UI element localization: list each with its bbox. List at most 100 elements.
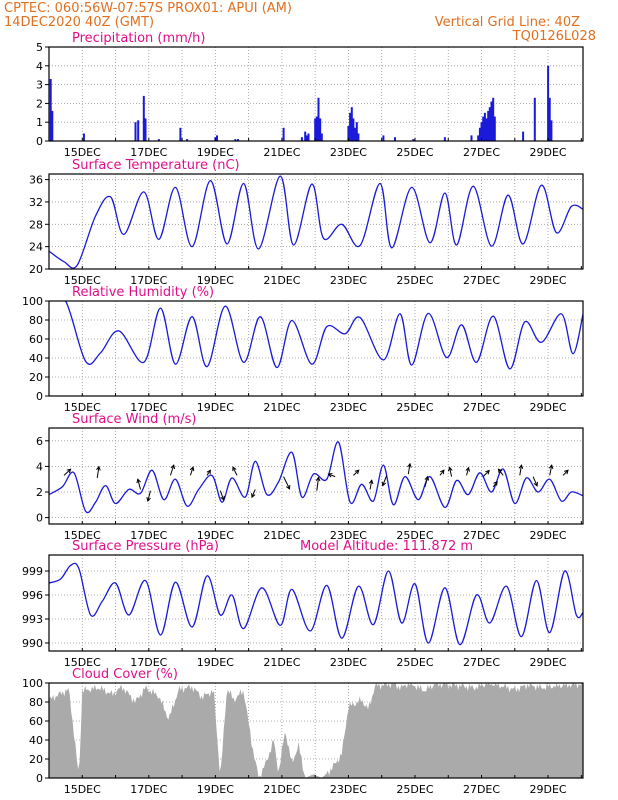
- wind-arrow: [465, 466, 471, 476]
- precip-bar: [493, 116, 496, 141]
- x-tick-label: 27DEC: [463, 656, 500, 669]
- wind-arrow: [562, 469, 569, 476]
- y-tick-label: 993: [22, 613, 43, 626]
- y-tick-label: 2: [36, 486, 43, 499]
- precip-bar: [477, 135, 480, 141]
- wind-arrow: [136, 478, 141, 490]
- precip-bar: [157, 139, 160, 141]
- x-tick-label: 21DEC: [263, 146, 300, 159]
- y-tick-label: 40: [29, 734, 43, 747]
- x-tick-label: 17DEC: [130, 146, 167, 159]
- precip-bar: [134, 122, 137, 141]
- wind-arrow: [532, 476, 538, 487]
- wind-arrow: [169, 464, 175, 476]
- precip-bar: [480, 122, 483, 141]
- precip-bar: [550, 120, 553, 141]
- wind-arrow: [251, 489, 256, 499]
- wind-arrow: [381, 475, 388, 487]
- x-tick-label: 15DEC: [64, 274, 101, 287]
- y-tick-label: 60: [29, 333, 43, 346]
- y-tick-label: 4: [36, 460, 43, 473]
- x-tick-label: 21DEC: [263, 401, 300, 414]
- precip-bar: [382, 135, 385, 141]
- x-tick-label: 23DEC: [330, 783, 367, 796]
- x-tick-label: 15DEC: [64, 529, 101, 542]
- x-tick-label: 23DEC: [330, 656, 367, 669]
- wind-arrow: [353, 469, 360, 476]
- x-tick-label: 17DEC: [130, 401, 167, 414]
- precip-bar: [51, 110, 54, 141]
- precip-bar: [490, 101, 493, 141]
- wind-arrow: [518, 464, 524, 476]
- precip-bar: [307, 133, 310, 141]
- precip-bar: [282, 127, 285, 141]
- x-tick-label: 15DEC: [64, 783, 101, 796]
- cloud-panel: 0 20 40 60 80 100 15DEC 17DEC 19DEC 21DEC 23DEC 25D…: [22, 667, 584, 796]
- precip-bar: [354, 127, 357, 141]
- rh-series: [49, 301, 583, 370]
- y-tick-label: 5: [36, 41, 43, 54]
- rh-title: Relative Humidity (%): [72, 285, 214, 300]
- x-tick-label: 29DEC: [530, 401, 567, 414]
- wind-arrow: [283, 476, 291, 490]
- temp-title: Surface Temperature (nC): [72, 158, 240, 173]
- precip-bar: [314, 118, 317, 141]
- precip-bar: [522, 131, 525, 141]
- wind-arrow: [492, 480, 498, 488]
- y-tick-label: 20: [29, 371, 43, 384]
- x-tick-label: 29DEC: [530, 783, 567, 796]
- precip-bar: [394, 137, 396, 141]
- precip-bar: [304, 131, 307, 141]
- press-frame: [48, 554, 584, 652]
- precip-bar: [317, 97, 320, 141]
- wind-arrow: [424, 475, 430, 488]
- wind-arrow: [439, 469, 445, 476]
- y-tick-label: 999: [22, 565, 43, 578]
- y-tick-label: 36: [29, 174, 43, 187]
- y-tick-label: 24: [29, 241, 43, 254]
- cloud-frame: [48, 682, 584, 779]
- x-tick-label: 17DEC: [130, 656, 167, 669]
- x-tick-label: 17DEC: [130, 274, 167, 287]
- y-tick-label: 80: [29, 696, 43, 709]
- precip-bar: [355, 122, 358, 141]
- precip-bar: [485, 118, 488, 141]
- precip-panel: 0 1 2 3 4 5 15DEC 17DEC 19DEC 21DEC 23DEC 25DEC 27DE…: [36, 31, 584, 159]
- temp-panel: 20 24 28 32 36 15DEC 17DEC 19DEC 21DEC 23DEC 25DEC…: [29, 158, 584, 287]
- wind-arrow: [63, 468, 72, 476]
- press-line: [49, 562, 583, 646]
- precip-bar: [492, 97, 495, 141]
- x-tick-label: 23DEC: [330, 274, 367, 287]
- x-tick-label: 25DEC: [396, 274, 433, 287]
- y-tick-label: 32: [29, 196, 43, 209]
- x-tick-label: 27DEC: [463, 529, 500, 542]
- y-tick-label: 6: [36, 435, 43, 448]
- y-tick-label: 100: [22, 677, 43, 690]
- wind-title: Surface Wind (m/s): [72, 412, 196, 427]
- y-tick-label: 0: [36, 772, 43, 785]
- x-tick-label: 19DEC: [197, 401, 234, 414]
- y-tick-label: 28: [29, 218, 43, 231]
- x-tick-label: 19DEC: [197, 274, 234, 287]
- y-tick-label: 0: [36, 135, 43, 148]
- x-tick-label: 25DEC: [396, 146, 433, 159]
- x-tick-label: 25DEC: [396, 529, 433, 542]
- temp-line: [49, 175, 583, 269]
- y-tick-label: 996: [22, 589, 43, 602]
- x-tick-label: 15DEC: [64, 146, 101, 159]
- x-tick-label: 27DEC: [463, 274, 500, 287]
- x-tick-label: 27DEC: [463, 401, 500, 414]
- precip-bar: [487, 110, 490, 141]
- x-tick-label: 17DEC: [130, 529, 167, 542]
- precip-bar: [144, 118, 147, 141]
- precip-bar: [300, 137, 303, 141]
- x-tick-label: 25DEC: [396, 401, 433, 414]
- y-tick-label: 3: [36, 79, 43, 92]
- y-tick-label: 4: [36, 60, 43, 73]
- x-tick-label: 15DEC: [64, 401, 101, 414]
- y-tick-label: 990: [22, 637, 43, 650]
- wind-frame: [48, 427, 584, 525]
- y-tick-label: 2: [36, 97, 43, 110]
- x-tick-label: 29DEC: [530, 146, 567, 159]
- precip-bar: [347, 126, 350, 141]
